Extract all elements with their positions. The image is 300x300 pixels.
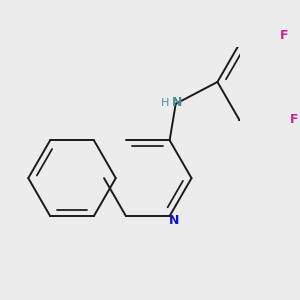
Text: N: N: [172, 96, 182, 109]
Text: F: F: [280, 29, 289, 42]
Text: N: N: [169, 214, 180, 227]
Text: H: H: [160, 98, 169, 108]
Text: F: F: [290, 113, 298, 126]
